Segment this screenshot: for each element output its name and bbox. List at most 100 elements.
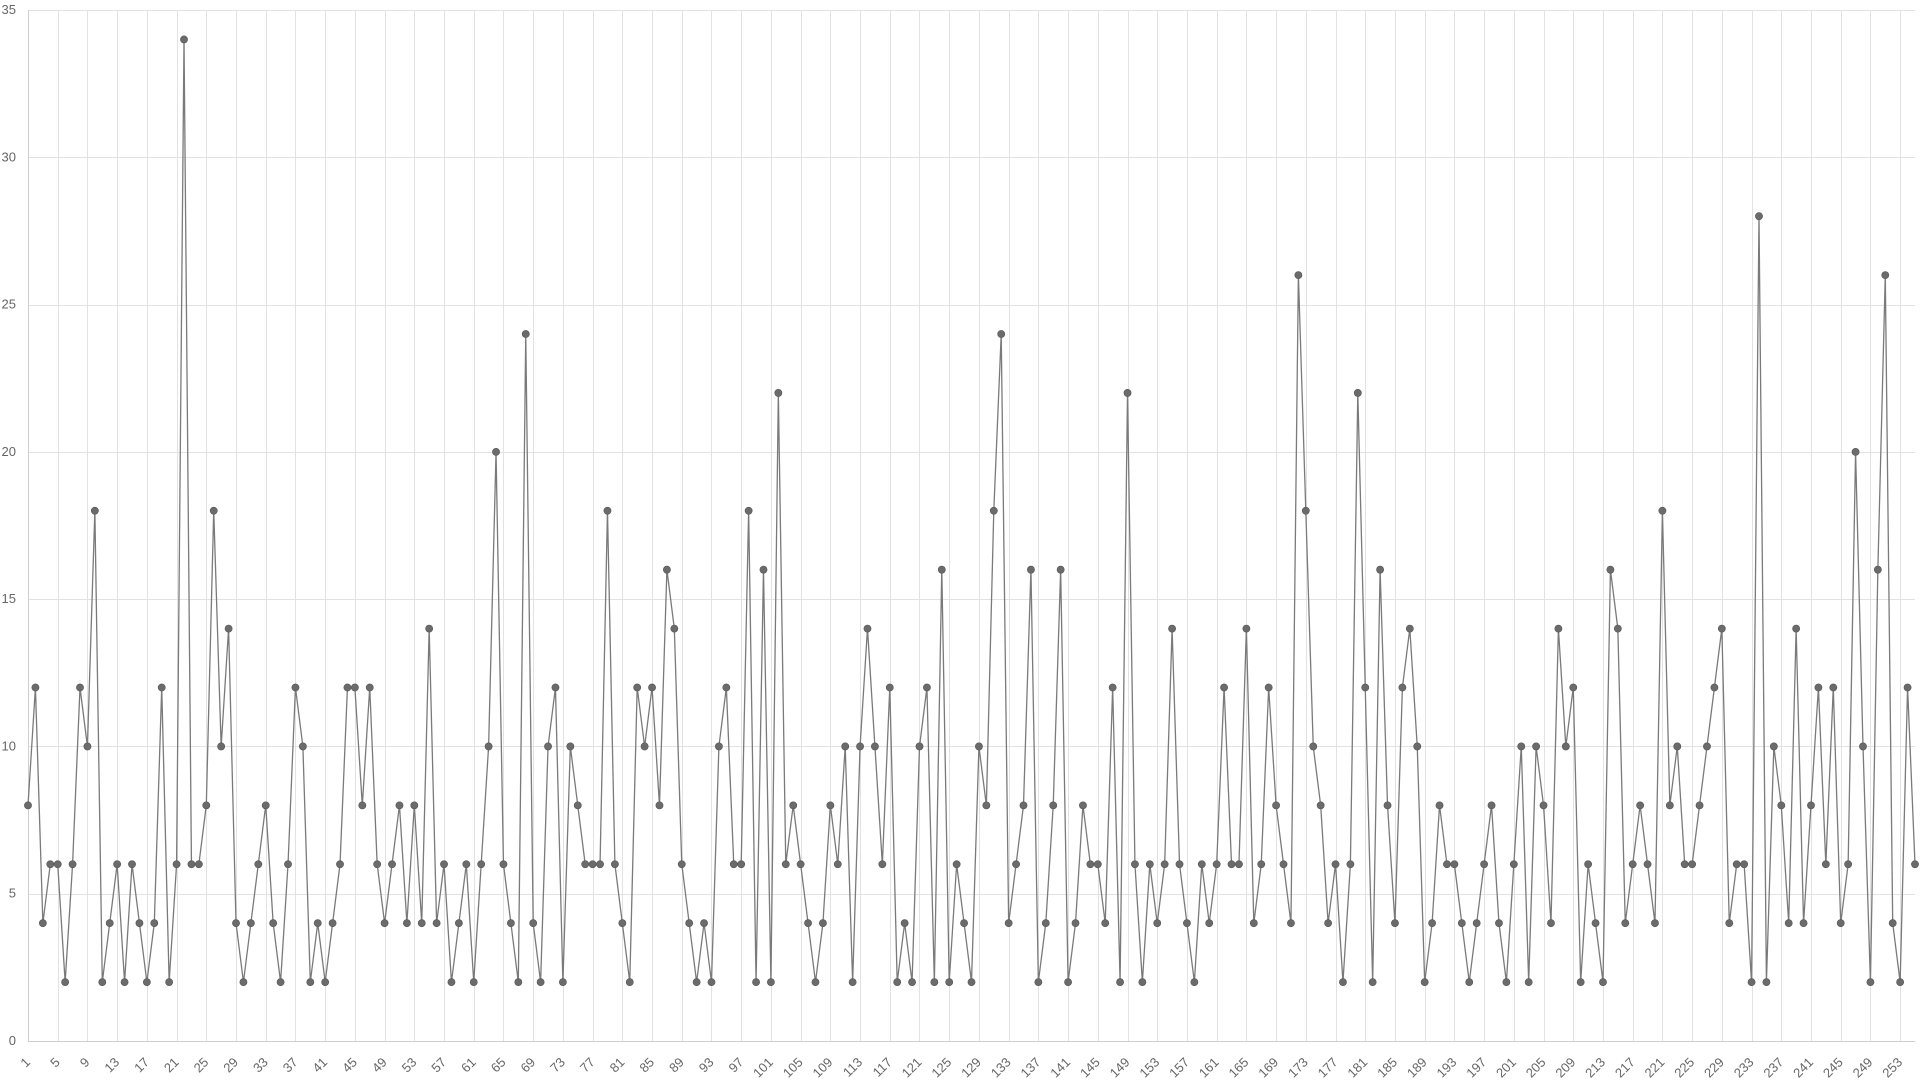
data-point[interactable] <box>1784 919 1793 928</box>
data-point[interactable] <box>559 978 567 986</box>
data-point[interactable] <box>269 919 278 928</box>
data-point[interactable] <box>1740 860 1749 869</box>
data-point[interactable] <box>878 860 887 869</box>
data-point[interactable] <box>1859 742 1867 751</box>
data-point[interactable] <box>53 860 62 869</box>
data-point[interactable] <box>573 801 582 810</box>
data-point[interactable] <box>1881 271 1890 280</box>
data-point[interactable] <box>1108 683 1117 692</box>
data-point[interactable] <box>893 978 902 986</box>
data-point[interactable] <box>1116 978 1124 986</box>
data-point[interactable] <box>885 683 894 692</box>
data-point[interactable] <box>1703 742 1711 751</box>
data-point[interactable] <box>997 330 1006 338</box>
data-point[interactable] <box>90 506 99 515</box>
data-point[interactable] <box>789 801 798 810</box>
data-point[interactable] <box>521 330 530 338</box>
data-point[interactable] <box>1041 919 1050 928</box>
data-point[interactable] <box>128 860 136 869</box>
data-point[interactable] <box>1153 919 1162 928</box>
data-point[interactable] <box>1346 860 1355 869</box>
data-point[interactable] <box>670 624 679 633</box>
data-point[interactable] <box>365 683 374 692</box>
data-point[interactable] <box>492 447 500 456</box>
data-point[interactable] <box>1480 860 1489 869</box>
data-point[interactable] <box>1079 801 1087 810</box>
data-point[interactable] <box>952 860 961 869</box>
data-point[interactable] <box>1123 389 1132 397</box>
data-point[interactable] <box>1755 212 1763 221</box>
data-point[interactable] <box>603 506 612 515</box>
data-point[interactable] <box>425 624 434 633</box>
data-point[interactable] <box>1636 801 1645 810</box>
data-point[interactable] <box>692 978 701 986</box>
data-point[interactable] <box>454 919 463 928</box>
data-point[interactable] <box>1249 919 1258 928</box>
data-point[interactable] <box>1599 978 1607 986</box>
data-point[interactable] <box>135 919 144 928</box>
data-point[interactable] <box>1873 565 1882 574</box>
data-point[interactable] <box>380 919 389 928</box>
data-point[interactable] <box>871 742 879 751</box>
data-point[interactable] <box>1220 683 1228 692</box>
data-point[interactable] <box>447 978 456 986</box>
data-point[interactable] <box>1376 565 1384 574</box>
data-point[interactable] <box>781 860 790 869</box>
data-point[interactable] <box>1071 919 1080 928</box>
data-point[interactable] <box>1769 742 1778 751</box>
data-point[interactable] <box>46 860 55 869</box>
data-point[interactable] <box>945 978 954 986</box>
data-point[interactable] <box>358 801 367 810</box>
data-point[interactable] <box>506 919 515 928</box>
data-point[interactable] <box>113 860 122 869</box>
data-point[interactable] <box>1138 978 1147 986</box>
data-point[interactable] <box>38 919 47 928</box>
data-point[interactable] <box>1264 683 1273 692</box>
data-point[interactable] <box>105 919 114 928</box>
data-point[interactable] <box>194 860 203 869</box>
data-point[interactable] <box>863 624 872 633</box>
data-point[interactable] <box>1866 978 1875 986</box>
data-point[interactable] <box>1175 860 1184 869</box>
data-point[interactable] <box>1361 683 1370 692</box>
data-point[interactable] <box>588 860 597 869</box>
data-point[interactable] <box>1405 624 1414 633</box>
data-point[interactable] <box>1027 565 1035 574</box>
data-point[interactable] <box>1056 565 1065 574</box>
data-point[interactable] <box>1331 860 1340 869</box>
data-point[interactable] <box>1450 860 1459 869</box>
data-point[interactable] <box>937 565 946 574</box>
data-point[interactable] <box>1443 860 1451 869</box>
data-point[interactable] <box>187 860 196 869</box>
data-point[interactable] <box>1584 860 1593 869</box>
data-point[interactable] <box>551 683 560 692</box>
data-point[interactable] <box>1673 742 1682 751</box>
data-point[interactable] <box>1391 919 1399 928</box>
data-point[interactable] <box>655 801 664 810</box>
data-point[interactable] <box>1101 919 1110 928</box>
data-point[interactable] <box>833 860 842 869</box>
data-point[interactable] <box>1532 742 1541 751</box>
data-point[interactable] <box>321 978 330 986</box>
data-point[interactable] <box>848 978 857 986</box>
data-point[interactable] <box>1034 978 1043 986</box>
data-point[interactable] <box>1680 860 1689 869</box>
data-point[interactable] <box>1621 919 1630 928</box>
data-point[interactable] <box>1792 624 1801 633</box>
data-point[interactable] <box>373 860 382 869</box>
data-point[interactable] <box>1168 624 1176 633</box>
data-point[interactable] <box>1747 978 1756 986</box>
data-point[interactable] <box>722 683 731 692</box>
data-point[interactable] <box>1561 742 1570 751</box>
data-point[interactable] <box>1658 506 1667 515</box>
data-point[interactable] <box>1368 978 1377 986</box>
data-point[interactable] <box>1710 683 1719 692</box>
data-point[interactable] <box>31 683 40 692</box>
data-point[interactable] <box>1509 860 1518 869</box>
data-point[interactable] <box>417 919 426 928</box>
data-point[interactable] <box>618 919 627 928</box>
data-point[interactable] <box>217 742 226 751</box>
data-point[interactable] <box>68 860 77 869</box>
data-point[interactable] <box>499 860 508 869</box>
data-point[interactable] <box>1613 624 1622 633</box>
